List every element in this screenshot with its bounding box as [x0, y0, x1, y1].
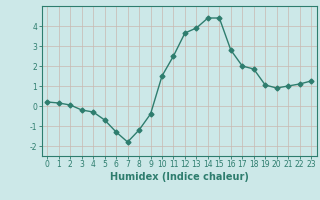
- X-axis label: Humidex (Indice chaleur): Humidex (Indice chaleur): [110, 172, 249, 182]
